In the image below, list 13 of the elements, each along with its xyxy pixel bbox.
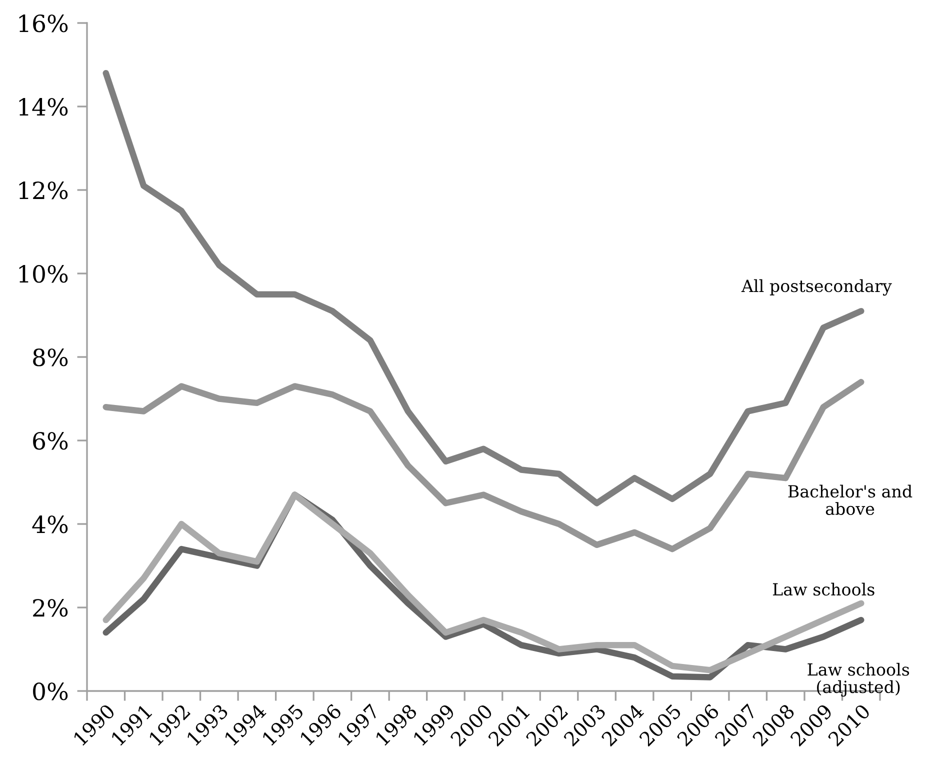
y-tick-label: 14% (19, 98, 68, 116)
y-tick-label: 12% (19, 181, 68, 200)
y-tick-label: 4% (32, 515, 68, 534)
y-tick-label: 6% (33, 432, 68, 450)
y-tick-label: 16% (19, 14, 68, 32)
series-label: Bachelor's and above (788, 484, 912, 516)
series-label: Law schools (adjusted) (808, 662, 910, 697)
y-tick-label: 8% (33, 348, 68, 366)
y-tick-label: 2% (33, 598, 68, 617)
text: All postsecondary (741, 279, 892, 296)
y-tick-label: 10% (19, 264, 68, 283)
y-tick-label: 0% (33, 682, 68, 700)
series-label: Law schools (772, 582, 874, 596)
